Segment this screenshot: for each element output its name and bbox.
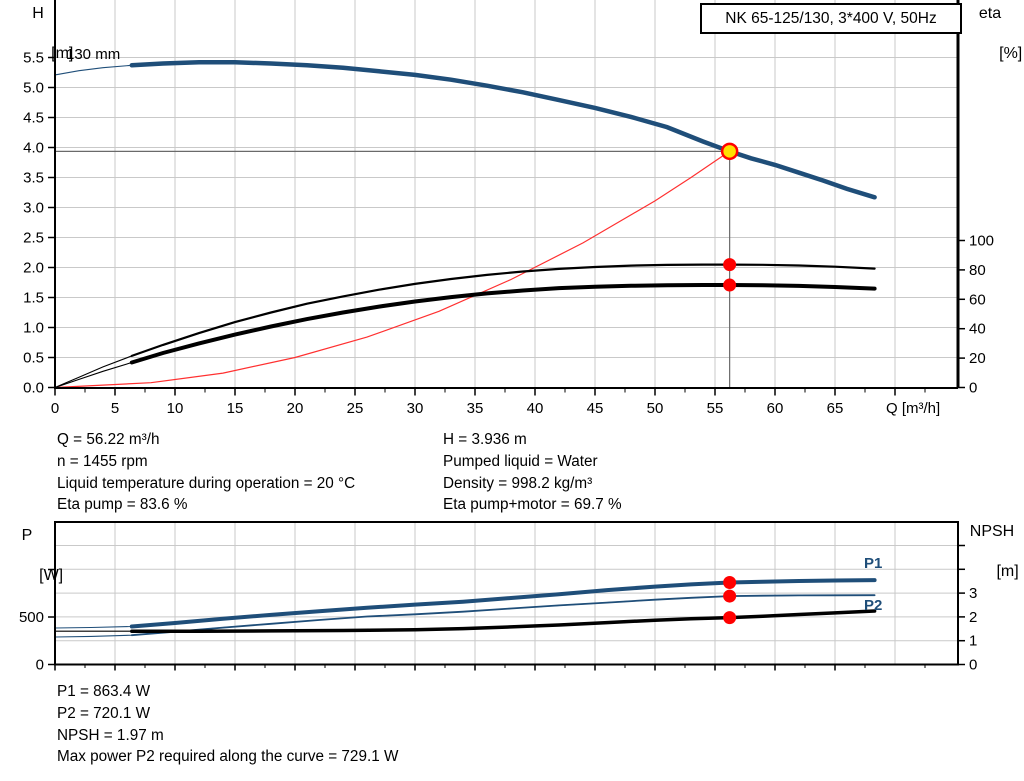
p2-duty-dot	[723, 589, 737, 603]
qh-chart-curves	[54, 60, 877, 389]
h-tick-label: 1.0	[23, 320, 44, 337]
q-tick-label: 40	[527, 400, 544, 417]
q-tick-label: 20	[287, 400, 304, 417]
power-data-block: P1 = 863.4 W P2 = 720.1 W NPSH = 1.97 m …	[57, 681, 398, 768]
eta-axis-title-line1: eta	[978, 5, 1002, 22]
npsh-value-text: NPSH = 1.97 m	[57, 726, 164, 744]
eta-tick-label: 60	[969, 291, 986, 308]
eta-axis-title-line2: [%]	[999, 45, 1023, 62]
p-axis-title-line1: P	[21, 527, 33, 544]
impeller-trim-label: 130 mm	[66, 46, 121, 63]
npsh-axis-title-line1: NPSH	[969, 523, 1015, 540]
eta-tick-label: 100	[969, 233, 994, 250]
pump-title-text: NK 65-125/130, 3*400 V, 50Hz	[725, 9, 937, 27]
pumped-liquid-text: Pumped liquid = Water	[443, 452, 598, 470]
q-tick-label: 5	[111, 400, 119, 417]
liquid-temperature-text: Liquid temperature during operation = 20…	[57, 474, 356, 492]
p2-value-text: P2 = 720.1 W	[57, 704, 151, 722]
eta_pump-curve-thin	[54, 264, 875, 389]
qh-chart-axes: 0 5 10 15 20 25 30 35 40 45 50 55 60 65 0.0 0.5 1.0 1.5 2.…	[23, 0, 994, 417]
duty-flow-text: Q = 56.22 m³/h	[57, 431, 160, 448]
q-tick-label: 15	[227, 400, 244, 417]
h-tick-label: 5.0	[23, 80, 44, 97]
duty-head-text: H = 3.936 m	[443, 431, 527, 448]
speed-text: n = 1455 rpm	[57, 452, 148, 470]
q-tick-label: 30	[407, 400, 424, 417]
power-chart-axes: 0 500 0 1 2 3	[19, 521, 977, 674]
q-axis-title: Q [m³/h]	[886, 400, 941, 417]
h-tick-label: 2.0	[23, 260, 44, 277]
eta_pump-curve	[130, 263, 876, 357]
density-text: Density = 998.2 kg/m³	[443, 474, 593, 492]
p1-value-text: P1 = 863.4 W	[57, 683, 151, 700]
eta-tick-label: 80	[969, 262, 986, 279]
q-tick-label: 45	[587, 400, 604, 417]
h-tick-label: 5.5	[23, 50, 44, 67]
duty-crosshair	[55, 150, 731, 388]
eta-pump-text: Eta pump = 83.6 %	[57, 496, 188, 514]
eta-tick-label: 40	[969, 321, 986, 338]
duty-point-marker[interactable]	[720, 142, 739, 161]
h-tick-label: 0.5	[23, 350, 44, 367]
eta-pump-motor-text: Eta pump+motor = 69.7 %	[443, 496, 622, 514]
system_curve-curve	[54, 150, 730, 389]
eta-pump-duty-dot	[723, 258, 737, 272]
p1-curve	[129, 578, 877, 629]
h-tick-label: 4.5	[23, 110, 44, 127]
p-tick-label: 0	[36, 657, 44, 674]
power-chart-curves	[54, 578, 877, 638]
q-tick-label: 50	[647, 400, 664, 417]
eta-tick-label: 20	[969, 350, 986, 367]
p1-curve-label: P1	[864, 555, 883, 572]
npsh-tick-label: 1	[969, 633, 977, 650]
p-axis-title-line2: [W]	[39, 567, 64, 584]
npsh-axis-title-line2: [m]	[996, 563, 1019, 580]
h-axis-title: H [m]	[20, 4, 73, 64]
power-duty-markers	[723, 575, 737, 625]
eta-tick-label: 0	[969, 380, 977, 397]
h-tick-label: 3.0	[23, 200, 44, 217]
h-tick-label: 0.0	[23, 380, 44, 397]
qh-chart-grid	[55, 0, 958, 388]
h-tick-label: 3.5	[23, 170, 44, 187]
q-tick-label: 60	[767, 400, 784, 417]
p-axis-title: P [W]	[8, 526, 63, 586]
npsh-axis-title: NPSH [m]	[964, 522, 1020, 582]
h-tick-label: 4.0	[23, 140, 44, 157]
p-tick-label: 500	[19, 609, 44, 626]
npsh-tick-label: 0	[969, 657, 977, 674]
power-chart-grid	[55, 522, 958, 665]
pump-title-box: NK 65-125/130, 3*400 V, 50Hz	[700, 3, 962, 34]
q-tick-label: 65	[827, 400, 844, 417]
h-tick-label: 2.5	[23, 230, 44, 247]
npsh-curve	[130, 609, 877, 633]
head_130mm-curve	[129, 60, 877, 200]
q-tick-label: 25	[347, 400, 364, 417]
h-tick-label: 1.5	[23, 290, 44, 307]
max-power-text: Max power P2 required along the curve = …	[57, 748, 399, 766]
q-tick-label: 10	[167, 400, 184, 417]
operating-data-left: Q = 56.22 m³/h n = 1455 rpm Liquid tempe…	[57, 429, 355, 516]
q-tick-label: 55	[707, 400, 724, 417]
h-axis-title-line1: H	[32, 5, 44, 22]
eta-axis-title: eta [%]	[968, 4, 1022, 64]
npsh-tick-label: 2	[969, 609, 977, 626]
eta-pump-motor-duty-dot	[723, 278, 737, 292]
q-tick-label: 0	[51, 400, 59, 417]
p1-duty-dot	[723, 575, 737, 589]
eta_pump_motor-curve	[129, 283, 877, 365]
duty-markers	[720, 142, 739, 292]
q-tick-label: 35	[467, 400, 484, 417]
p2-curve-label: P2	[864, 597, 883, 614]
operating-data-right: H = 3.936 m Pumped liquid = Water Densit…	[443, 429, 622, 516]
p2-curve	[130, 594, 876, 637]
npsh-tick-label: 3	[969, 585, 977, 602]
h-axis-title-line2: [m]	[51, 45, 74, 62]
npsh-duty-dot	[723, 611, 737, 625]
